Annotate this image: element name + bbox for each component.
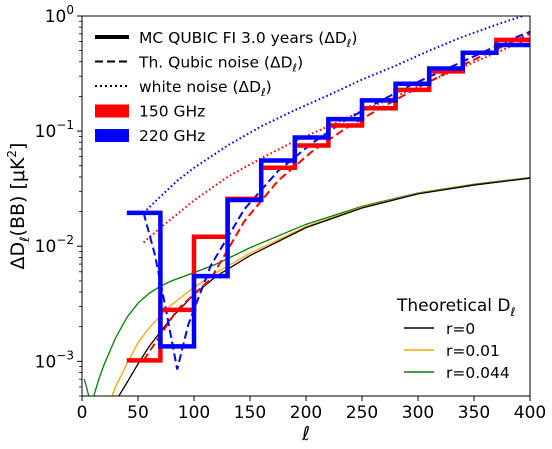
x-tick-label: 50 — [127, 403, 149, 423]
x-tick-label: 150 — [234, 403, 266, 423]
series-white-noise-150-ghz — [142, 37, 530, 244]
legend-theory-label: r=0 — [446, 320, 475, 338]
y-tick-label: 10−1 — [35, 118, 74, 142]
series-th-qubic-noise-150-ghz — [142, 32, 530, 361]
legend-swatch — [95, 104, 129, 118]
x-tick-label: 0 — [77, 403, 88, 423]
legend-theory-title: Theoretical Dℓ — [396, 296, 515, 319]
legend-theory-label: r=0.044 — [446, 364, 510, 382]
legend-label: MC QUBIC FI 3.0 years (ΔDℓ) — [139, 29, 357, 50]
x-tick-label: 300 — [402, 403, 434, 423]
x-axis-title: ℓ — [301, 423, 310, 445]
legend-label: 220 GHz — [139, 127, 205, 145]
series-white-noise-220-ghz — [142, 16, 526, 214]
y-tick-label: 100 — [45, 3, 74, 27]
y-axis: 10−3 10−2 10−1 100 — [35, 3, 82, 397]
x-tick-label: 250 — [346, 403, 378, 423]
x-axis: 0 50 100 150 200 250 300 350 400 — [77, 396, 546, 423]
legend-main: MC QUBIC FI 3.0 years (ΔDℓ) Th. Qubic noi… — [95, 29, 357, 145]
plot-background — [82, 16, 530, 396]
legend-label: white noise (ΔDℓ) — [139, 78, 272, 99]
y-tick-label: 10−2 — [35, 233, 74, 257]
series-r-0-044 — [83, 176, 530, 396]
x-tick-label: 200 — [290, 403, 322, 423]
series-220-ghz — [126, 42, 530, 349]
legend-theory-label: r=0.01 — [446, 342, 500, 360]
x-tick-label: 400 — [514, 403, 546, 423]
x-tick-label: 100 — [178, 403, 210, 423]
y-tick-label: 10−3 — [35, 348, 74, 372]
x-tick-label: 350 — [458, 403, 490, 423]
legend-swatch — [95, 129, 129, 142]
y-axis-title: ΔDℓ(BB) [μK2] — [5, 143, 33, 270]
legend-label: Th. Qubic noise (ΔDℓ) — [138, 54, 303, 75]
curves-layer — [83, 16, 530, 396]
legend-theory: Theoretical Dℓr=0 r=0.01 r=0.044 — [396, 296, 515, 382]
legend-label: 150 GHz — [139, 103, 205, 121]
